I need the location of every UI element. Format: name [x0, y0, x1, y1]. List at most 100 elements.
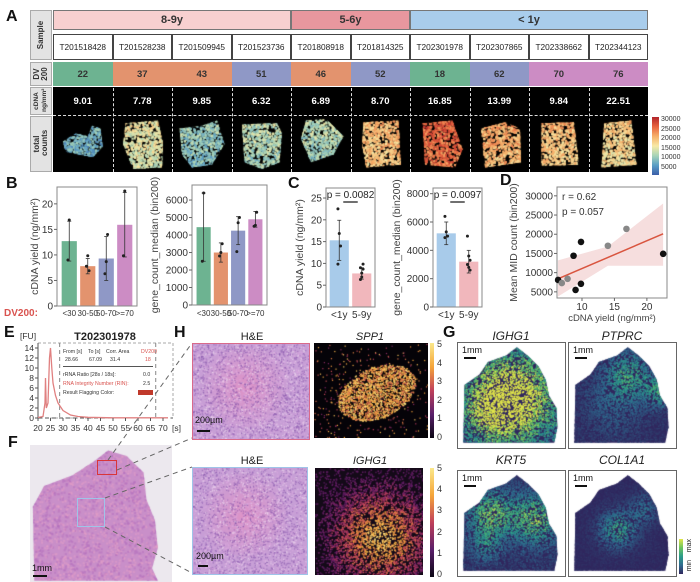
dv200-cell: 37: [112, 62, 172, 86]
data-point: [659, 250, 667, 258]
x-tick-label: 45: [96, 423, 106, 433]
y-axis-label: gene_count_median (bin200): [391, 179, 403, 316]
fluorescence-trace: [37, 347, 168, 419]
y-tick-label: 8: [29, 373, 34, 383]
expression-heatmap: [569, 471, 676, 576]
column-divider: [529, 88, 530, 172]
colorbar-tick-label: 2: [437, 526, 443, 537]
x-axis-label: cDNA yield (ng/mm²): [568, 313, 656, 324]
data-point: [336, 207, 340, 211]
category-label: >=70: [116, 309, 135, 318]
row-label-total-counts: total counts: [30, 116, 52, 172]
total-counts-tissue-map: [236, 118, 287, 170]
age-group-header: 8-9y: [53, 10, 291, 30]
header-corr-area: Corr. Area: [106, 349, 130, 355]
dv200-cell: 52: [350, 62, 410, 86]
category-label: <30: [62, 309, 76, 318]
data-point: [468, 258, 472, 262]
dv200-cell: 46: [291, 62, 351, 86]
column-divider: [410, 88, 411, 172]
total-counts-tissue-map: [296, 118, 346, 170]
y-tick-label: 6: [29, 383, 34, 393]
header-from: From [s]: [63, 349, 83, 355]
cdna-yield-cell: 9.85: [192, 95, 212, 107]
sample-id-cell: T202338662: [529, 34, 589, 60]
y-tick-label: 10: [42, 250, 54, 261]
data-point: [339, 244, 343, 248]
total-counts-tissue-map: [593, 118, 644, 170]
colorbar-tick-label: 0: [437, 432, 443, 442]
data-point: [570, 252, 577, 260]
y-tick-label: 6000: [407, 218, 430, 229]
data-point: [235, 250, 239, 254]
data-point: [360, 275, 364, 279]
y-tick-label: 2000: [166, 266, 189, 277]
category-label: 5-9y: [352, 310, 371, 321]
bar: [117, 224, 133, 306]
y-tick-label: 15000: [525, 249, 553, 260]
column-divider: [291, 88, 292, 172]
stat-annotation: r = 0.62: [562, 192, 597, 203]
data-point: [219, 251, 223, 255]
y-tick-label: 4: [29, 393, 34, 403]
spatial-expression-map: 1mm: [457, 470, 566, 577]
data-point: [237, 216, 241, 220]
bar: [196, 227, 211, 305]
scale-bar: [464, 357, 476, 359]
data-point: [87, 269, 91, 273]
y-tick-label: 3000: [166, 248, 189, 259]
category-label: >=70: [246, 309, 265, 318]
y-tick-label: 30000: [525, 191, 553, 202]
total-counts-tissue-map: [177, 118, 227, 170]
data-point: [564, 275, 571, 283]
row-label-sample: Sample: [30, 10, 52, 60]
data-point: [465, 263, 469, 266]
y-axis-label: cDNA yield (ng/mm²): [294, 199, 306, 296]
sample-id-cell: T201518428: [53, 34, 113, 60]
value-to: 67.09: [89, 357, 102, 363]
data-point: [255, 210, 259, 214]
he-title-top: H&E: [240, 331, 264, 343]
chart-title: T202301978: [74, 331, 136, 343]
colorbar-tick-label: 5: [437, 339, 443, 349]
data-point: [358, 266, 362, 270]
gene-title: COL1A1: [598, 453, 646, 467]
chart-d-scatter: 5000 10000 15000 20000 25000 30000 10 15 20 r = 0…: [508, 183, 668, 324]
dv200-cell: 51: [231, 62, 291, 86]
cdna-yield-cell: 6.32: [252, 95, 271, 107]
data-point: [253, 223, 257, 227]
y-axis-label: Mean MID count (bin200): [508, 183, 520, 301]
rrna-ratio-label: rRNA Ratio [28s / 18s]:: [63, 372, 116, 378]
data-point: [121, 254, 125, 258]
bar: [213, 252, 228, 305]
colorbar-tick-label: 3: [437, 376, 443, 387]
sample-id-cell: T202301978: [410, 34, 470, 60]
y-tick-label: 2: [29, 403, 34, 413]
x-tick-label: 25: [46, 423, 56, 433]
bar: [80, 266, 96, 306]
colorbar-tick-label: 2: [437, 394, 443, 405]
header-dv200: DV200: [141, 349, 157, 355]
value-from: 28.66: [65, 357, 78, 363]
plot-frame: [56, 186, 138, 307]
x-tick-label: 50: [108, 423, 118, 433]
dv200-cell: 22: [53, 62, 113, 86]
confidence-band: [557, 203, 664, 297]
data-point: [86, 254, 90, 258]
y-tick-label: 25: [311, 194, 323, 205]
ighg1-title: IGHG1: [352, 455, 388, 467]
data-point: [236, 221, 240, 225]
panel-label-d: D: [500, 172, 512, 189]
scale-label: 1mm: [462, 473, 482, 483]
scale-bar: [198, 565, 208, 567]
sample-id-cell: T201509945: [172, 34, 232, 60]
gene-title: IGHG1: [492, 329, 530, 343]
spatial-expression-map: 1mm: [568, 470, 677, 577]
data-point: [336, 262, 340, 266]
regression-line: [557, 233, 664, 280]
value-dv200: 18: [145, 357, 151, 363]
colorbar-tick-label: 25000: [661, 125, 681, 133]
x-tick-label: 20: [33, 423, 43, 433]
y-tick-label: 10: [311, 259, 323, 270]
